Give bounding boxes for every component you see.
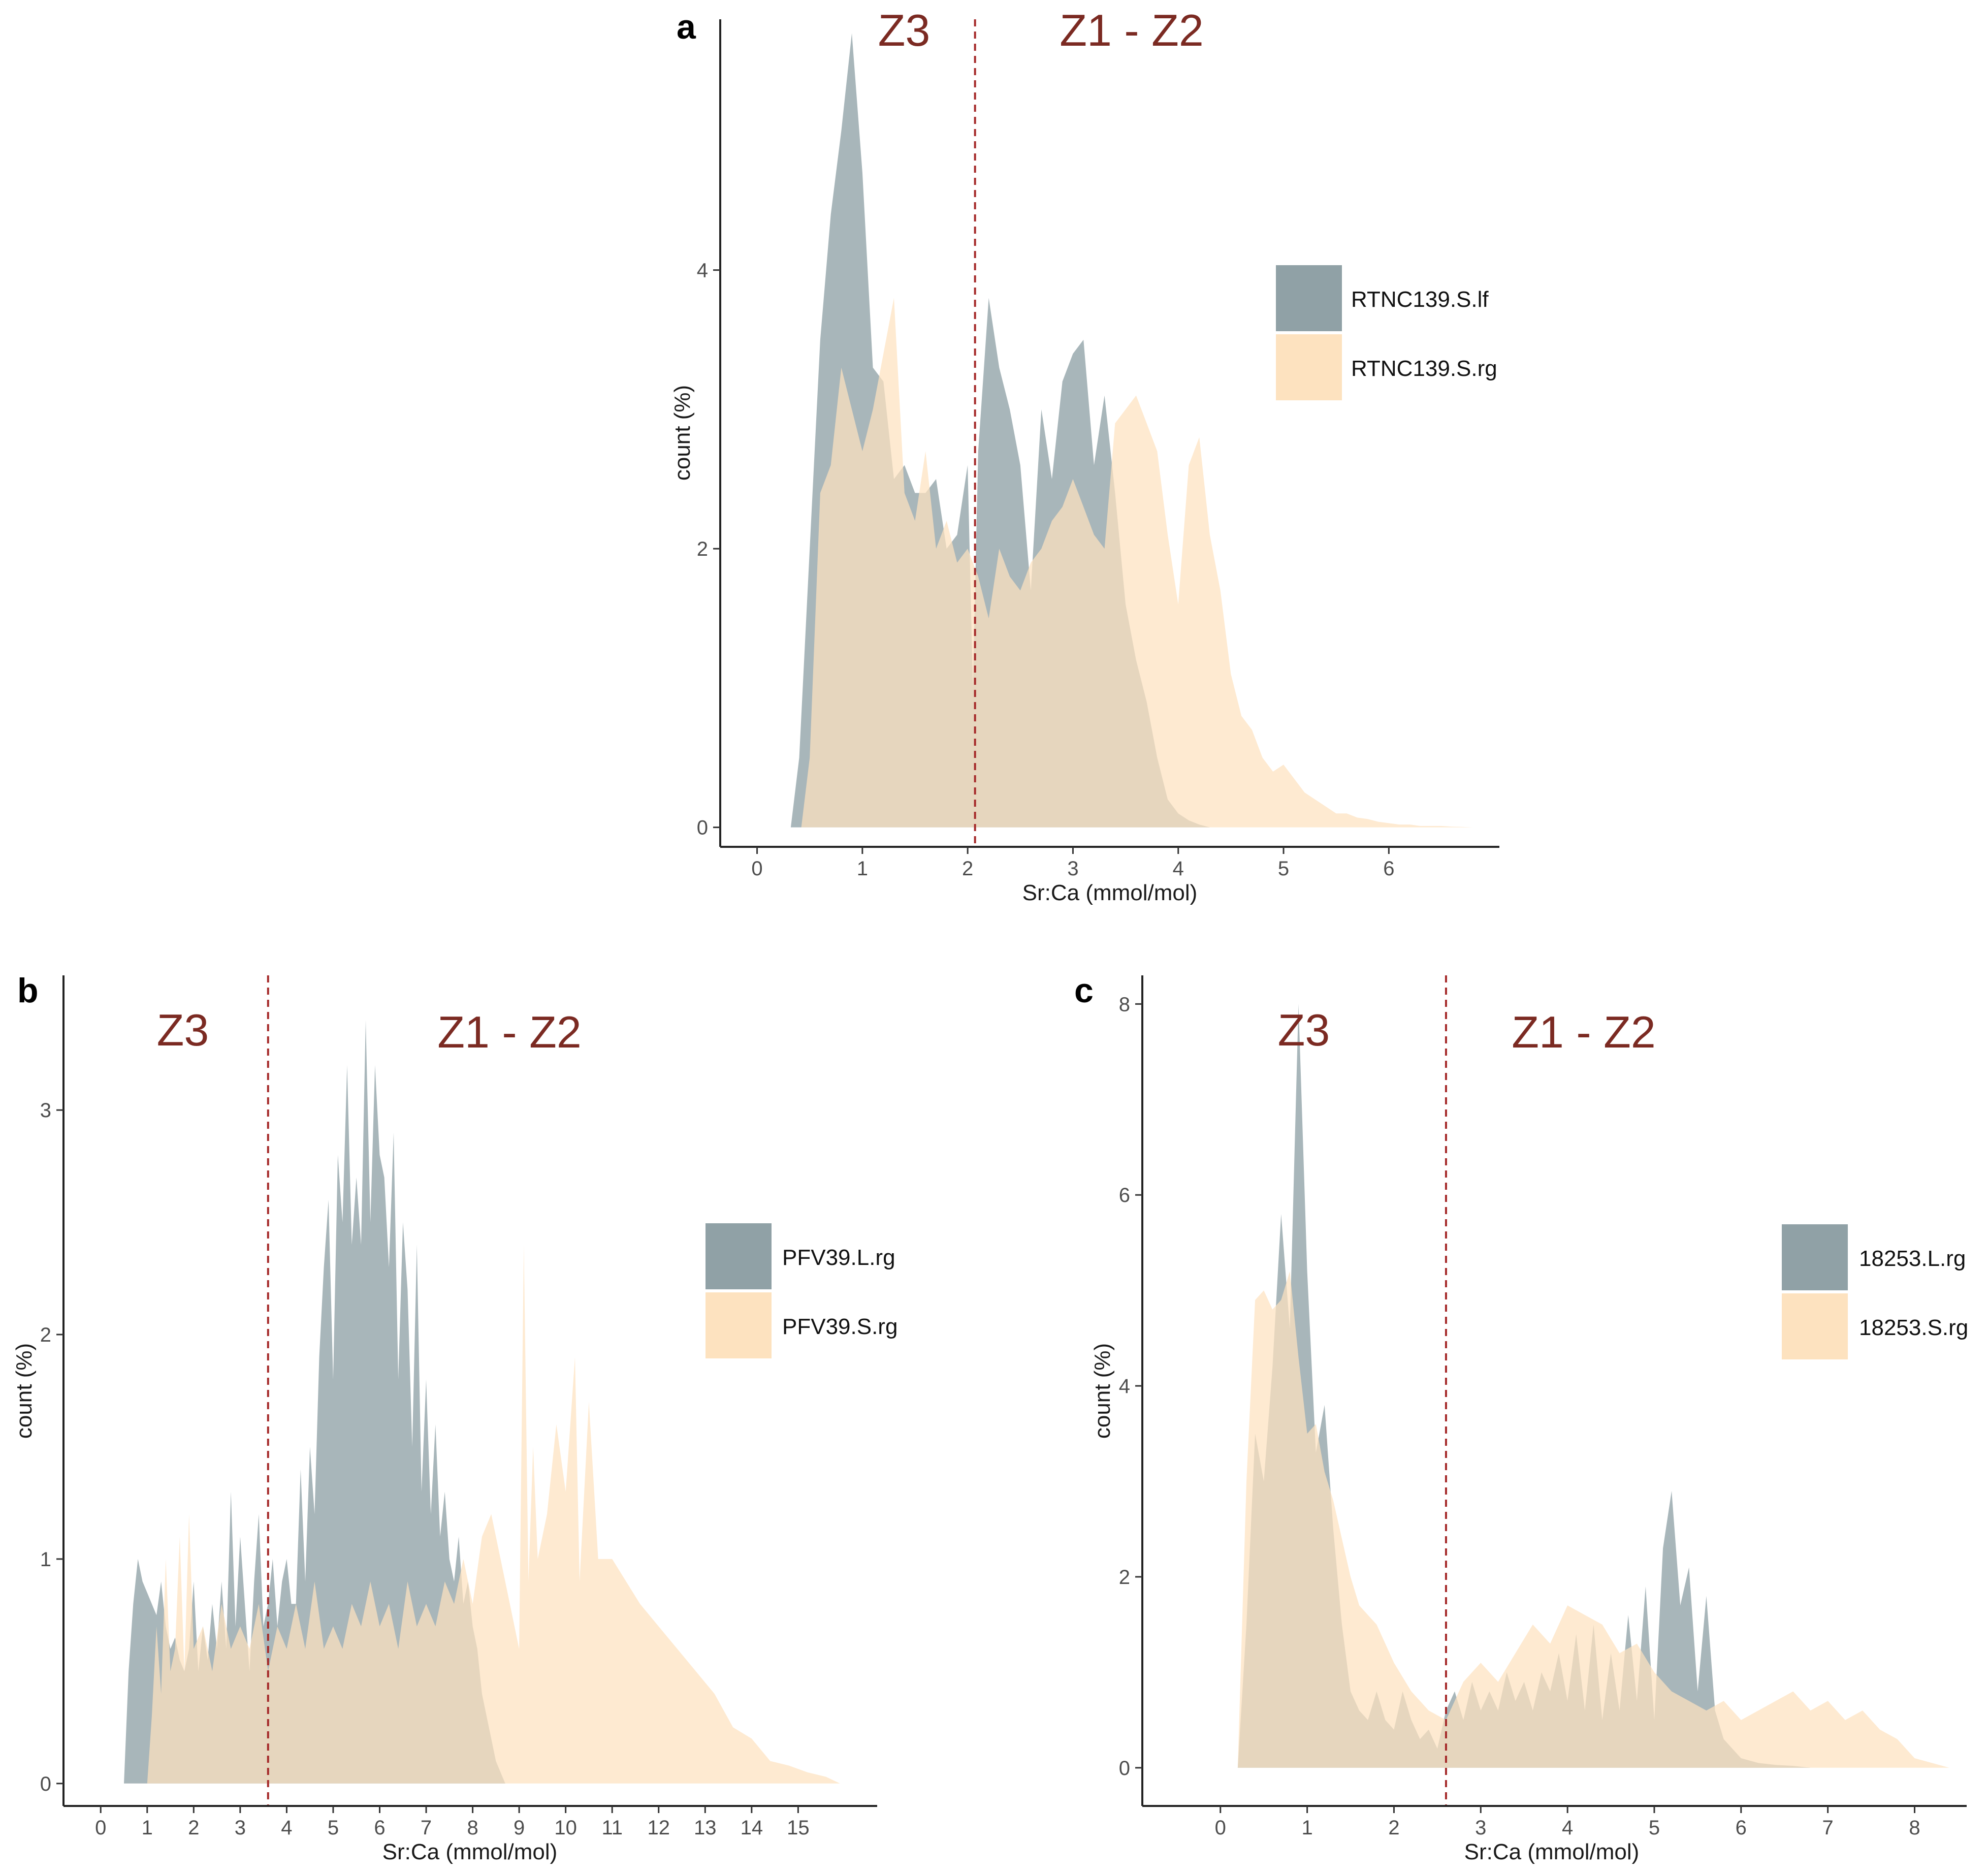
panel-b-y-tick-label: 3 — [40, 1099, 51, 1122]
panel-b-x-tick-label: 6 — [374, 1817, 385, 1839]
panel-a-series-2-area — [801, 298, 1473, 828]
panel-a-y-axis-title: count (%) — [670, 385, 695, 481]
panel-b-x-tick-label: 12 — [647, 1817, 670, 1839]
panel-a-x-tick-label: 0 — [751, 858, 762, 880]
panel-a-x-tick-label: 3 — [1067, 858, 1078, 880]
panel-c-legend-label-2: 18253.S.rg — [1859, 1315, 1968, 1340]
panel-b-y-ticks: 0 1 2 3 — [40, 1099, 63, 1795]
panel-a-y-tick-label: 2 — [697, 538, 708, 560]
panel-b-x-tick-label: 3 — [235, 1817, 246, 1839]
panel-a-x-tick-label: 1 — [857, 858, 868, 880]
panel-b-x-tick-label: 2 — [188, 1817, 199, 1839]
panel-c-x-tick-label: 5 — [1649, 1817, 1660, 1839]
panel-c: c 0 1 2 3 4 5 6 7 8 0 2 4 6 8 Sr:Ca (mmol/mol) count… — [1074, 971, 1968, 1864]
panel-b-x-tick-label: 8 — [467, 1817, 478, 1839]
panel-c-legend-label-1: 18253.L.rg — [1859, 1246, 1966, 1271]
panel-c-legend-swatch-2 — [1782, 1293, 1848, 1359]
panel-b-y-tick-label: 1 — [40, 1548, 51, 1571]
panel-c-x-axis-title: Sr:Ca (mmol/mol) — [1464, 1839, 1640, 1864]
panel-a-x-tick-label: 4 — [1173, 858, 1184, 880]
panel-c-x-ticks: 0 1 2 3 4 5 6 7 8 — [1215, 1806, 1920, 1839]
panel-c-y-tick-label: 6 — [1119, 1184, 1130, 1207]
panel-a-x-ticks: 0 1 2 3 4 5 6 — [751, 847, 1394, 880]
panel-b-areas — [124, 1020, 840, 1784]
panel-a-x-axis-title: Sr:Ca (mmol/mol) — [1022, 880, 1198, 905]
panel-a-y-ticks: 0 2 4 — [697, 260, 720, 839]
panel-c-y-tick-label: 0 — [1119, 1757, 1130, 1780]
panel-a-x-tick-label: 2 — [962, 858, 973, 880]
panel-a-legend-label-2: RTNC139.S.rg — [1351, 356, 1497, 381]
panel-b-x-tick-label: 15 — [787, 1817, 810, 1839]
panel-b-x-tick-label: 11 — [601, 1817, 623, 1839]
panel-b-x-tick-label: 5 — [328, 1817, 339, 1839]
panel-c-zone-right-label: Z1 - Z2 — [1512, 1007, 1656, 1057]
panel-c-x-tick-label: 6 — [1736, 1817, 1747, 1839]
panel-a-letter: a — [677, 8, 696, 46]
panel-a-y-tick-label: 4 — [697, 260, 708, 282]
panel-b-x-tick-label: 13 — [694, 1817, 717, 1839]
panel-c-areas — [1237, 1004, 1949, 1768]
panel-b-x-tick-label: 1 — [142, 1817, 153, 1839]
panel-a-zone-left-label: Z3 — [878, 5, 931, 55]
panel-c-x-tick-label: 7 — [1822, 1817, 1834, 1839]
panel-b-letter: b — [17, 971, 39, 1010]
panel-c-legend: 18253.L.rg 18253.S.rg — [1782, 1224, 1968, 1359]
panel-b-x-tick-label: 9 — [514, 1817, 525, 1839]
panel-a-x-tick-label: 6 — [1383, 858, 1394, 880]
panel-a-legend-swatch-2 — [1276, 334, 1342, 400]
panel-b-x-ticks: 0 1 2 3 4 5 6 7 8 9 10 11 12 13 14 15 — [95, 1806, 810, 1839]
panel-b-y-axis-title: count (%) — [12, 1343, 37, 1439]
panel-b-legend-swatch-1 — [706, 1223, 772, 1289]
panel-a-y-tick-label: 0 — [697, 817, 708, 839]
panel-b-zone-right-label: Z1 - Z2 — [437, 1007, 582, 1057]
panel-c-x-tick-label: 8 — [1909, 1817, 1920, 1839]
panel-b-x-tick-label: 7 — [421, 1817, 432, 1839]
panel-b-x-tick-label: 0 — [95, 1817, 106, 1839]
panel-c-series-2-area — [1237, 1271, 1949, 1768]
panel-b-legend-label-2: PFV39.S.rg — [782, 1314, 897, 1339]
panel-c-y-axis-title: count (%) — [1090, 1343, 1115, 1439]
panel-a-areas — [790, 33, 1473, 828]
panel-c-y-ticks: 0 2 4 6 8 — [1119, 993, 1142, 1780]
panel-b-y-tick-label: 2 — [40, 1324, 51, 1346]
panel-c-x-tick-label: 1 — [1301, 1817, 1312, 1839]
panel-c-y-tick-label: 2 — [1119, 1566, 1130, 1589]
panel-b-legend: PFV39.L.rg PFV39.S.rg — [706, 1223, 897, 1358]
panel-a: a 0 1 2 3 4 5 6 0 2 4 Sr:Ca (mmol/mol) count (%)… — [670, 5, 1499, 905]
panel-b-legend-label-1: PFV39.L.rg — [782, 1245, 895, 1270]
panel-c-x-tick-label: 0 — [1215, 1817, 1226, 1839]
panel-a-zone-right-label: Z1 - Z2 — [1060, 5, 1204, 55]
panel-b-x-axis-title: Sr:Ca (mmol/mol) — [382, 1839, 558, 1864]
panel-b-x-tick-label: 14 — [741, 1817, 763, 1839]
panel-b-x-tick-label: 10 — [554, 1817, 577, 1839]
panel-b-x-tick-label: 4 — [281, 1817, 292, 1839]
panel-c-series-1-area — [1237, 1004, 1811, 1768]
panel-c-x-tick-label: 2 — [1388, 1817, 1399, 1839]
panel-c-legend-swatch-1 — [1782, 1224, 1848, 1290]
panel-b-zone-left-label: Z3 — [157, 1005, 209, 1055]
panel-a-x-tick-label: 5 — [1278, 858, 1289, 880]
panel-c-zone-left-label: Z3 — [1278, 1005, 1330, 1055]
panel-a-legend-label-1: RTNC139.S.lf — [1351, 287, 1489, 312]
panel-a-legend: RTNC139.S.lf RTNC139.S.rg — [1276, 265, 1497, 400]
panel-b-y-tick-label: 0 — [40, 1773, 51, 1795]
panel-c-letter: c — [1074, 971, 1094, 1010]
panel-c-x-tick-label: 4 — [1562, 1817, 1573, 1839]
panel-c-y-tick-label: 4 — [1119, 1375, 1130, 1398]
panel-a-legend-swatch-1 — [1276, 265, 1342, 331]
panel-c-x-tick-label: 3 — [1475, 1817, 1486, 1839]
panel-b-series-2-area — [147, 1245, 840, 1784]
panel-c-y-tick-label: 8 — [1119, 993, 1130, 1016]
panel-b-series-1-area — [124, 1020, 505, 1784]
panel-b-legend-swatch-2 — [706, 1292, 772, 1358]
